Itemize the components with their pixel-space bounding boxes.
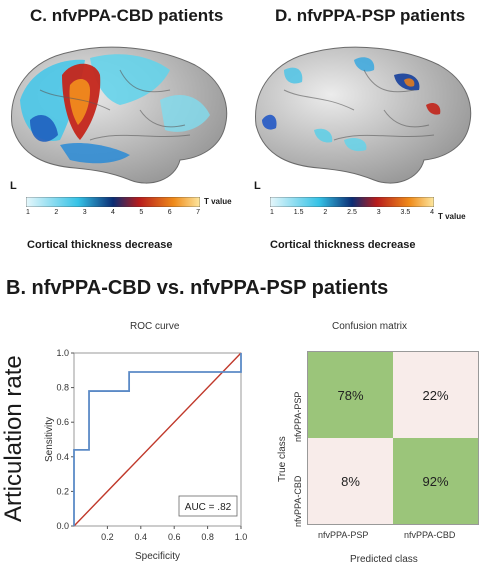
colorbar-d-tick: 2 [323,209,328,216]
panel-b-title: B. nfvPPA-CBD vs. nfvPPA-PSP patients [6,277,389,299]
roc-xtick-label: 0.2 [101,532,114,542]
panel-d-caption: Cortical thickness decrease [270,239,416,251]
brain-map-cbd [11,46,228,184]
cm-cell-psp-cbd: 22% [393,352,478,439]
roc-ytick-label: 0.0 [56,521,69,531]
roc-ytick-label: 0.6 [56,417,69,427]
roc-ytick-label: 1.0 [56,348,69,358]
cm-col-label-cbd: nfvPPA-CBD [404,530,456,540]
cm-cell-cbd-psp: 8% [308,438,394,524]
colorbar-d-tick: 4 [430,209,434,216]
cm-ylabel: True class [277,436,288,482]
colorbar-c-tick: 7 [196,209,200,216]
colorbar-d-ticks: 1 1.5 2 2.5 3 3.5 4 [270,209,434,216]
hemisphere-label-c: L [10,180,17,192]
auc-label: AUC = .82 [185,502,232,513]
roc-ytick-label: 0.4 [56,452,69,462]
roc-xtick-label: 0.6 [168,532,181,542]
hemisphere-label-d: L [254,180,261,192]
confusion-matrix: 78% 22% 8% 92% [307,351,479,525]
colorbar-c-tick: 4 [111,209,115,216]
cm-col-label-psp: nfvPPA-PSP [318,530,369,540]
colorbar-d-tick: 3 [376,209,381,216]
panel-c-caption: Cortical thickness decrease [27,239,173,251]
colorbar-c-tick: 3 [82,209,87,216]
roc-chance-line [73,352,242,527]
auc-box [178,495,238,517]
roc-xlabel: Specificity [135,551,180,562]
roc-ylabel: Sensitivity [44,417,55,462]
roc-ytick-label: 0.8 [56,383,69,393]
colorbar-d [270,197,434,207]
cm-cell-psp-psp: 78% [308,352,394,439]
colorbar-c [26,197,200,207]
cm-xlabel: Predicted class [350,554,418,565]
colorbar-c-tick: 6 [167,209,172,216]
brain-map-psp [255,46,472,184]
roc-curve [73,353,242,526]
colorbar-c-tick: 1 [26,209,30,216]
roc-xtick-label: 0.8 [201,532,214,542]
panel-c-title: C. nfvPPA-CBD patients [30,6,224,25]
confusion-title: Confusion matrix [332,321,408,332]
roc-xtick-label: 1.0 [235,532,248,542]
colorbar-c-tick: 2 [54,209,59,216]
colorbar-d-unit: T value [438,212,466,221]
colorbar-c-ticks: 1 2 3 4 5 6 7 [26,209,200,216]
cm-row-label-psp: nfvPPA-PSP [293,391,303,442]
colorbar-d-tick: 3.5 [400,209,411,216]
colorbar-d-tick: 2.5 [347,209,357,216]
roc-ytick-label: 0.2 [56,486,69,496]
articulation-rate-label: Articulation rate [0,355,27,522]
cm-row-label-cbd: nfvPPA-CBD [293,475,303,527]
cm-cell-cbd-cbd: 92% [393,438,478,524]
colorbar-c-tick: 5 [139,209,144,216]
colorbar-c-unit: T value [204,197,232,206]
roc-xtick-label: 0.4 [135,532,148,542]
panel-d-title: D. nfvPPA-PSP patients [275,6,466,25]
roc-title: ROC curve [130,321,180,332]
colorbar-d-tick: 1 [270,209,274,216]
roc-chart: 0.0 0.2 0.4 0.6 0.8 1.0 0.2 0.4 0.6 0.8 1.0 Specifi… [44,348,248,562]
colorbar-d-tick: 1.5 [293,209,304,216]
